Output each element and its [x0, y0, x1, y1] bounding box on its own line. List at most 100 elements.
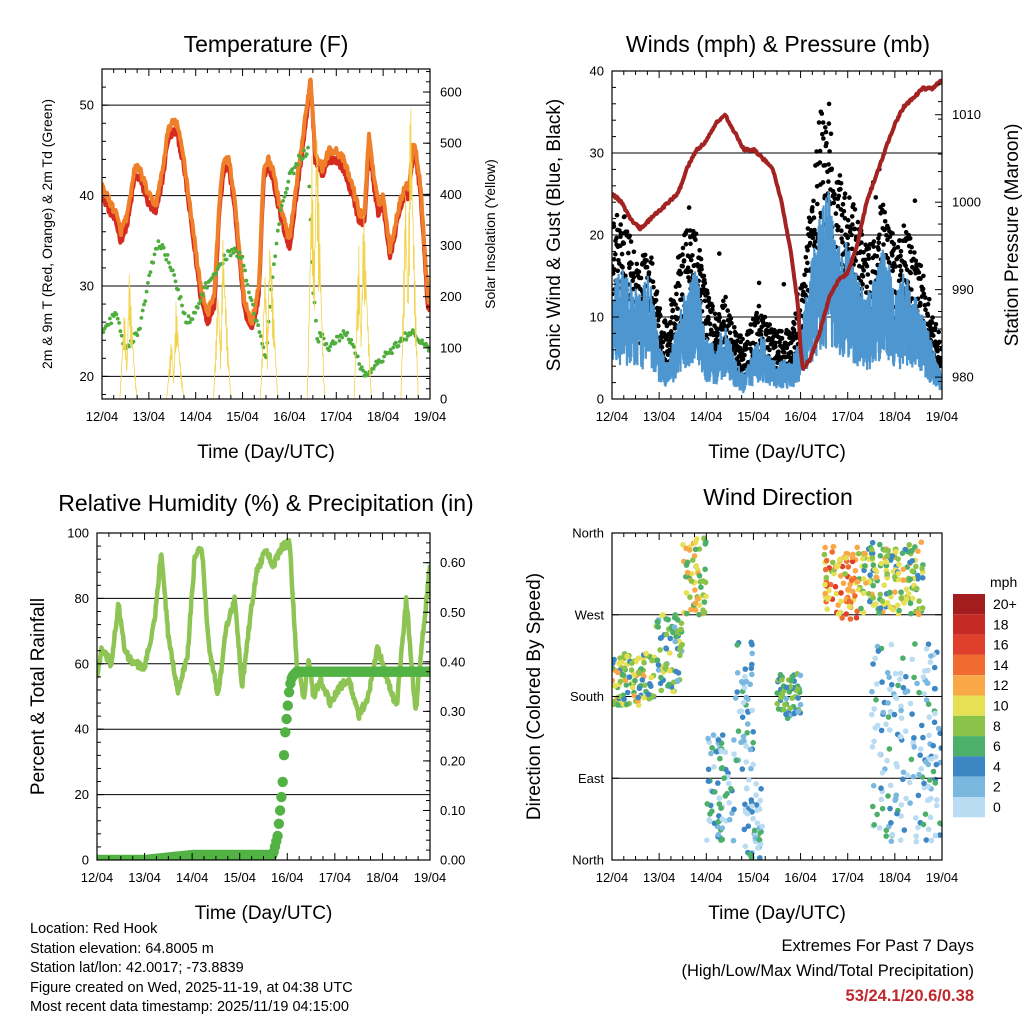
direction-point	[878, 560, 885, 567]
td-point	[404, 337, 409, 342]
direction-point	[665, 616, 671, 623]
gust-point	[838, 186, 843, 192]
direction-point	[849, 554, 856, 560]
direction-point	[666, 667, 673, 674]
precip-point	[276, 791, 287, 803]
direction-point	[891, 711, 898, 718]
td-point	[152, 252, 157, 257]
direction-point	[871, 822, 877, 828]
td-point	[167, 260, 171, 265]
direction-point	[869, 688, 875, 695]
gust-point	[615, 268, 620, 274]
x-tick-label: 14/04	[176, 870, 209, 885]
direction-point	[900, 566, 907, 573]
direction-point	[925, 701, 932, 707]
direction-cluster	[653, 612, 685, 695]
gust-point	[754, 310, 759, 316]
direction-point	[892, 797, 898, 803]
x-tick-label: 13/04	[128, 870, 161, 885]
gust-point	[646, 270, 652, 275]
legend-swatch	[953, 594, 985, 615]
direction-point	[821, 551, 828, 558]
direction-point	[655, 624, 661, 630]
direction-point	[822, 544, 828, 551]
direction-point	[886, 674, 892, 681]
direction-point	[777, 671, 784, 678]
direction-point	[830, 559, 836, 566]
direction-point	[836, 557, 843, 563]
direction-point	[687, 594, 693, 600]
direction-point	[889, 553, 895, 559]
x-tick-label: 12/04	[86, 409, 119, 424]
gust-point	[756, 280, 762, 286]
direction-point	[898, 707, 904, 714]
gust-point	[839, 236, 844, 241]
direction-point	[898, 733, 904, 740]
latlon-text: Station lat/lon: 42.0017; -73.8839	[30, 960, 244, 976]
y-axis-label: Percent & Total Rainfall	[28, 598, 49, 795]
direction-point	[901, 827, 908, 833]
direction-cluster	[741, 777, 765, 860]
y2-tick-label: 0.50	[440, 605, 465, 620]
direction-point	[896, 561, 902, 568]
x-tick-label: 17/04	[320, 409, 353, 424]
gust-point	[649, 255, 654, 260]
td-point	[307, 184, 312, 189]
gust-point	[849, 246, 855, 252]
direction-point	[822, 590, 828, 597]
direction-point	[925, 826, 932, 833]
gust-point	[749, 329, 754, 335]
direction-point	[901, 600, 907, 606]
direction-point	[884, 757, 890, 764]
direction-point	[617, 678, 624, 685]
direction-point	[919, 565, 925, 572]
x-axis-label: Time (Day/UTC)	[195, 903, 333, 924]
data-layer	[102, 77, 430, 399]
gust-point	[836, 193, 842, 199]
direction-point	[701, 599, 708, 605]
direction-point	[639, 677, 646, 683]
direction-point	[850, 588, 856, 595]
direction-point	[779, 677, 785, 683]
direction-point	[744, 721, 751, 727]
direction-point	[673, 668, 679, 675]
direction-point	[716, 795, 723, 801]
direction-point	[822, 581, 828, 588]
direction-point	[822, 566, 829, 573]
direction-point	[906, 779, 913, 786]
direction-point	[635, 694, 642, 701]
td-point	[275, 228, 280, 233]
direction-point	[715, 737, 722, 743]
gust-point	[897, 238, 903, 243]
td-point	[224, 257, 229, 262]
direction-point	[684, 610, 690, 617]
direction-point	[898, 813, 904, 819]
direction-point	[898, 715, 905, 721]
direction-point	[898, 802, 905, 808]
gust-point	[802, 272, 807, 278]
x-tick-label: 13/04	[133, 409, 166, 424]
gust-point	[688, 241, 693, 247]
data-layer	[97, 537, 430, 860]
direction-point	[932, 710, 938, 717]
direction-point	[917, 752, 923, 758]
gust-point	[811, 215, 817, 220]
direction-point	[885, 714, 892, 720]
direction-point	[710, 732, 717, 738]
direction-point	[902, 728, 909, 734]
td-point	[245, 283, 250, 287]
td-point	[394, 340, 398, 345]
direction-point	[887, 604, 893, 611]
y-tick-label: 0	[597, 392, 604, 407]
y-tick-label: 10	[590, 310, 604, 325]
gust-point	[655, 318, 661, 323]
gust-point	[612, 257, 617, 262]
direction-point	[707, 811, 713, 817]
gust-point	[792, 321, 797, 327]
gust-point	[707, 321, 713, 327]
direction-point	[636, 669, 642, 676]
gust-point	[668, 319, 673, 325]
gust-point	[704, 332, 709, 338]
gust-point	[686, 275, 691, 280]
direction-point	[845, 564, 852, 570]
